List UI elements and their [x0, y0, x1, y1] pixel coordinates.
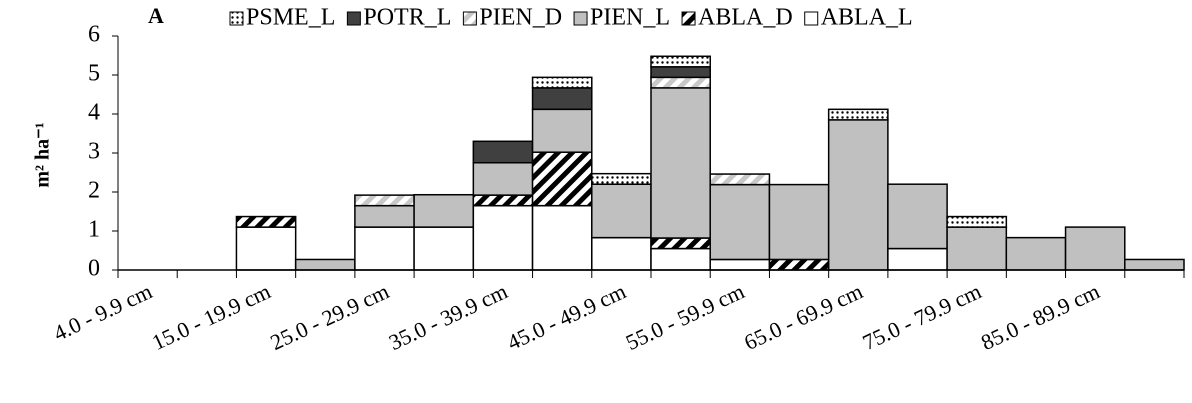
bar-segment: [946, 215, 1008, 228]
bar-segment: [650, 237, 711, 250]
bar-segment: [887, 183, 948, 250]
bar-segment: [531, 151, 593, 207]
legend-swatch: [804, 11, 819, 26]
annotation: A: [148, 3, 164, 28]
bar-segment: [1124, 258, 1185, 271]
bar-segment: [294, 258, 356, 271]
bar-segment: [354, 194, 415, 207]
legend-label: PIEN_D: [479, 5, 562, 31]
bar-segment: [531, 204, 593, 271]
bar-segment: [591, 172, 652, 185]
legend-label: POTR_L: [363, 5, 451, 31]
x-tick-label: 85.0 - 89.9 cm: [977, 278, 1103, 355]
y-tick-label: 4: [88, 100, 100, 126]
bar-segment: [650, 66, 711, 79]
bar-segment: [1005, 236, 1067, 271]
legend-label: ABLA_L: [821, 5, 913, 31]
bar-segment: [827, 108, 889, 121]
legend-swatch: [346, 11, 361, 26]
legend-label: PSME_L: [246, 5, 335, 31]
y-tick-label: 3: [88, 139, 100, 165]
legend-swatch: [681, 11, 696, 26]
bar-segment: [946, 226, 1008, 271]
bar-segment: [768, 183, 830, 261]
bar-segment: [650, 87, 711, 239]
x-tick-label: 65.0 - 69.9 cm: [740, 278, 866, 355]
bar-segment: [472, 162, 534, 196]
bar-segment: [827, 119, 889, 271]
bar-segment: [650, 55, 711, 68]
x-tick-label: 45.0 - 49.9 cm: [503, 278, 629, 355]
y-tick-label: 2: [88, 178, 100, 204]
y-tick-label: 0: [88, 256, 100, 282]
bar-segment: [768, 258, 830, 271]
legend-label: ABLA_D: [698, 5, 793, 31]
legend-swatch: [229, 11, 244, 26]
bar-segment: [472, 140, 534, 164]
x-tick-label: 15.0 - 19.9 cm: [148, 278, 274, 355]
bar-segment: [354, 226, 415, 271]
x-tick-label: 35.0 - 39.9 cm: [385, 278, 511, 355]
bar-segment: [354, 204, 415, 228]
x-tick-label: 55.0 - 59.9 cm: [622, 278, 748, 355]
y-tick-label: 5: [88, 61, 100, 87]
bar-segment: [591, 236, 652, 271]
bar-segment: [709, 183, 771, 261]
bar-segment: [650, 76, 711, 89]
bar-segment: [472, 194, 534, 207]
y-tick-label: 1: [88, 217, 100, 243]
bar-segment: [1064, 226, 1126, 271]
legend-swatch: [462, 11, 477, 26]
bar-segment: [650, 247, 711, 271]
bar-segment: [709, 258, 771, 271]
x-tick-label: 25.0 - 29.9 cm: [266, 278, 392, 355]
bar-segment: [413, 226, 475, 271]
legend-swatch: [573, 11, 588, 26]
y-tick-label: 6: [88, 22, 100, 48]
x-tick-label: 4.0 - 9.9 cm: [49, 278, 155, 345]
y-axis-label: m² ha⁻¹: [32, 122, 54, 187]
x-tick-label: 75.0 - 79.9 cm: [859, 278, 985, 355]
bar-segment: [235, 226, 297, 271]
bar-segment: [887, 247, 948, 271]
bar-segment: [472, 204, 534, 271]
bar-segment: [413, 193, 475, 228]
bar-segment: [531, 76, 593, 89]
bar-segment: [591, 183, 652, 239]
legend-label: PIEN_L: [590, 5, 670, 31]
bar-segment: [531, 108, 593, 153]
bar-segment: [709, 173, 771, 186]
bar-segment: [235, 215, 297, 228]
bar-segment: [531, 87, 593, 111]
